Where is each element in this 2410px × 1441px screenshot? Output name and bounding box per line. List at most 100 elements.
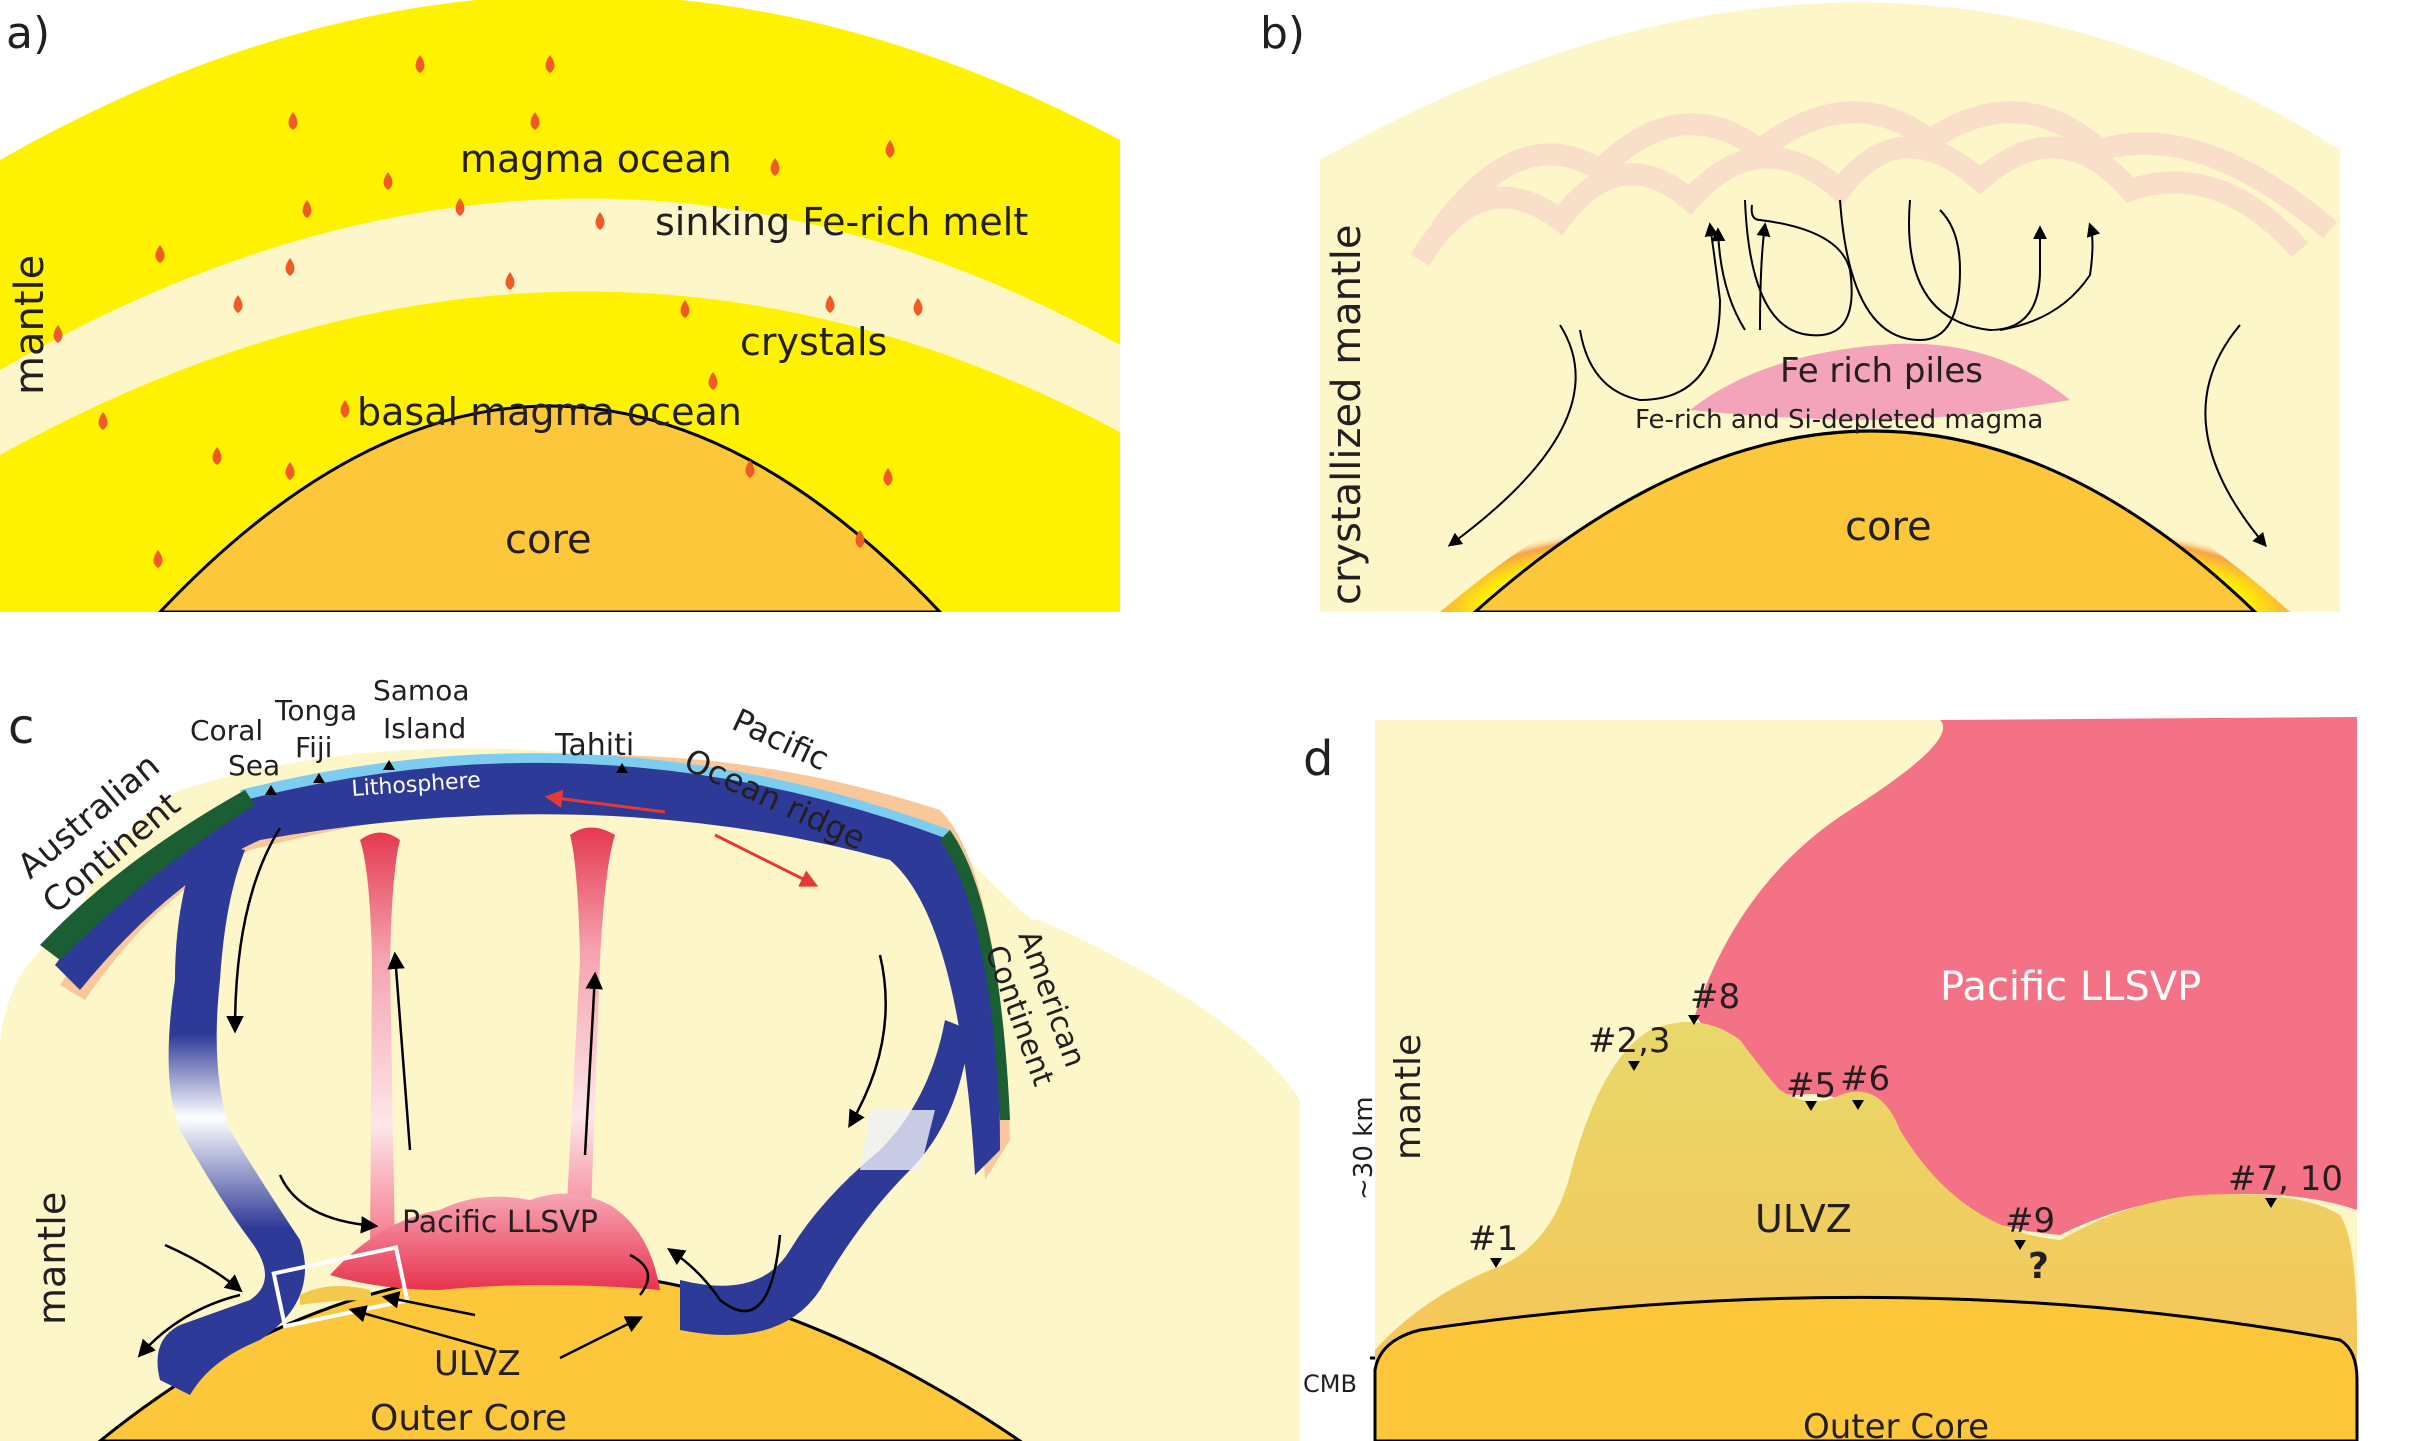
site-marker	[1852, 1100, 1864, 1110]
panel-a-tag: a)	[6, 8, 50, 59]
panel-d-site-7-10: #7, 10	[2228, 1159, 2343, 1199]
panel-b-crystallized-mantle	[1320, 2, 2340, 612]
panel-d-site-8: #8	[1690, 977, 1740, 1017]
flow-arrow	[1579, 222, 1722, 402]
flow-arrow	[1447, 324, 1577, 547]
panel-c-plume-samoa	[360, 832, 400, 1250]
panel-a-fe-melt-drops	[53, 55, 923, 568]
flow-arrow	[226, 827, 282, 1034]
melt-drop	[340, 400, 350, 418]
site-marker	[1628, 1061, 1640, 1071]
melt-drop	[53, 325, 63, 343]
site-marker	[265, 785, 277, 795]
panel-d-site-markers	[1490, 1015, 2277, 1268]
panel-c-llsvp-label: Pacific LLSVP	[402, 1205, 598, 1240]
panel-c-ulvz-patch	[300, 1286, 372, 1305]
flow-arrow	[164, 1243, 243, 1293]
melt-drop	[883, 468, 893, 486]
melt-drop	[302, 200, 312, 218]
panel-b: Fe rich piles Fe-rich and Si-depleted ma…	[1320, 2, 2340, 612]
flow-arrow	[387, 951, 412, 1151]
panel-a-crystal-band	[0, 198, 1120, 612]
site-marker	[2265, 1198, 2277, 1208]
panel-c-sea-label: Sea	[228, 749, 280, 782]
panel-c-american-crust	[940, 830, 1010, 1120]
panel-c-fiji-label: Fiji	[295, 731, 332, 764]
panel-c-slab-left	[157, 840, 305, 1395]
panel-b-tag: b)	[1260, 8, 1305, 59]
panel-b-mantle-label: crystallized mantle	[1324, 225, 1370, 605]
plate-motion-arrow	[714, 833, 819, 887]
site-marker	[1490, 1258, 1502, 1268]
melt-drop	[708, 372, 718, 390]
flow-arrow	[278, 1174, 379, 1234]
melt-drop	[770, 158, 780, 176]
panel-d-site-question: ?	[2028, 1246, 2049, 1287]
panel-d-site-9: #9	[2005, 1201, 2055, 1241]
melt-drop	[212, 447, 222, 465]
panel-c-flow-arrows	[137, 827, 887, 1360]
panel-c-slab-right	[680, 1020, 970, 1335]
panel-a-sinking-label: sinking Fe-rich melt	[655, 200, 1028, 244]
melt-drop	[745, 460, 755, 478]
plate-motion-arrow	[544, 789, 666, 814]
flow-arrow	[1744, 199, 1853, 337]
site-marker	[1688, 1015, 1700, 1025]
melt-drop	[545, 55, 555, 73]
flow-arrow	[2204, 324, 2267, 548]
panel-a-crystals-label: crystals	[740, 320, 887, 364]
melt-drop	[285, 258, 295, 276]
panel-d-cmb-label: CMB	[1303, 1370, 1357, 1398]
flow-arrow	[348, 1305, 496, 1352]
flow-arrow	[583, 971, 603, 1156]
panel-d-outer-core-label: Outer Core	[1803, 1407, 1989, 1441]
panel-a-basal-label: basal magma ocean	[357, 390, 742, 434]
melt-drop	[153, 550, 163, 568]
panel-b-piles-label: Fe rich piles	[1780, 351, 1983, 391]
panel-d-llsvp-label: Pacific LLSVP	[1940, 964, 2201, 1010]
panel-c-outer-core-label: Outer Core	[370, 1398, 567, 1439]
panel-c-island-label: Island	[383, 712, 466, 745]
panel-c-site-markers	[265, 760, 628, 795]
panel-c-coral-label: Coral	[190, 714, 263, 747]
flow-arrow	[381, 1291, 476, 1317]
melt-drop	[913, 298, 923, 316]
site-marker	[313, 773, 325, 783]
flow-arrow	[667, 1234, 782, 1313]
melt-drop	[855, 530, 865, 548]
flow-arrow	[1756, 222, 1771, 331]
panel-d-mantle-label: mantle	[1388, 1034, 1429, 1160]
panel-b-fe-rich-piles	[1690, 343, 2070, 420]
panel-b-core-label: core	[1845, 504, 1932, 550]
melt-drop	[455, 198, 465, 216]
panel-c-tahiti-label: Tahiti	[554, 728, 634, 763]
site-marker	[1805, 1101, 1817, 1111]
flow-arrow	[848, 954, 887, 1129]
panel-c-australian-crust	[40, 790, 255, 960]
panel-c-mantle-label: mantle	[30, 1192, 74, 1325]
melt-drop	[505, 272, 515, 290]
panel-a-mantle-label: mantle	[7, 255, 53, 395]
panel-d-tag: d	[1303, 731, 1333, 787]
panel-d-scale-label: ~30 km	[1349, 1096, 1379, 1200]
flow-arrow	[559, 1316, 644, 1360]
panel-b-flow-arrows	[1447, 199, 2267, 548]
melt-drop	[383, 172, 393, 190]
site-marker	[616, 763, 628, 773]
melt-drop	[530, 112, 540, 130]
melt-drop	[98, 412, 108, 430]
panel-c-study-box	[271, 1245, 410, 1329]
melt-drop	[285, 462, 295, 480]
melt-drop	[885, 140, 895, 158]
panel-c-slab-right-fade	[860, 1110, 935, 1170]
panel-d-site-2-3: #2,3	[1588, 1021, 1671, 1061]
panel-b-core	[1472, 429, 2258, 612]
panel-c-tag: c	[8, 699, 34, 755]
flow-arrow	[1839, 199, 1962, 342]
panel-d: Pacific LLSVP ULVZ Outer Core #1 #2,3 #8…	[1370, 717, 2359, 1441]
site-marker	[2014, 1240, 2026, 1250]
panel-c: Lithosphere Australian Continent Coral S…	[0, 674, 1300, 1441]
panel-c-plume-tahiti	[565, 827, 615, 1240]
flow-arrow	[1999, 222, 2101, 331]
melt-drop	[825, 295, 835, 313]
